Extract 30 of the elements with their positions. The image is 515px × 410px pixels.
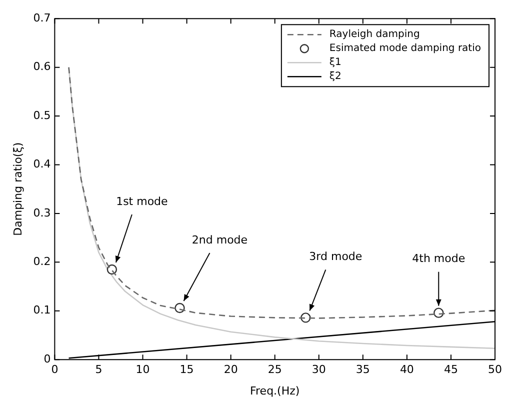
annotation: 3rd mode bbox=[309, 250, 362, 264]
y-tick-label: 0.5 bbox=[33, 108, 51, 122]
x-tick-label: 30 bbox=[312, 363, 326, 376]
annotation: 1st mode bbox=[116, 194, 168, 208]
y-tick-label: 0.7 bbox=[33, 11, 51, 24]
legend-label: ξ1 bbox=[329, 57, 342, 68]
y-axis-title: Damping ratio(ξ) bbox=[11, 142, 24, 236]
annotation: 4th mode bbox=[412, 252, 466, 266]
annotation: 2nd mode bbox=[192, 233, 248, 246]
y-tick-label: 0.6 bbox=[33, 60, 51, 74]
y-tick-label: 0.3 bbox=[33, 206, 51, 220]
x-tick-label: 50 bbox=[488, 363, 502, 376]
point bbox=[174, 302, 185, 314]
x-tick-label: 15 bbox=[180, 363, 194, 376]
x-tick-label: 10 bbox=[136, 363, 150, 376]
x-tick-label: 20 bbox=[224, 363, 238, 376]
x-tick-label: 25 bbox=[268, 363, 282, 376]
x-tick-label: 35 bbox=[356, 363, 370, 376]
x-tick-label: 45 bbox=[444, 363, 458, 376]
x-axis-title: Freq.(Hz) bbox=[250, 384, 300, 398]
y-tick-label: 0.2 bbox=[33, 255, 51, 268]
legend-label: Esimated mode damping ratio bbox=[329, 43, 481, 54]
legend-label: ξ2 bbox=[329, 71, 342, 82]
x-tick-label: 5 bbox=[95, 363, 102, 376]
y-tick-label: 0.4 bbox=[33, 158, 51, 171]
y-tick-label: 0.1 bbox=[33, 304, 51, 317]
point bbox=[300, 312, 311, 323]
y-tick-label: 0 bbox=[44, 352, 51, 366]
x-tick-label: 40 bbox=[400, 363, 414, 376]
legend-label: Rayleigh damping bbox=[329, 29, 420, 40]
